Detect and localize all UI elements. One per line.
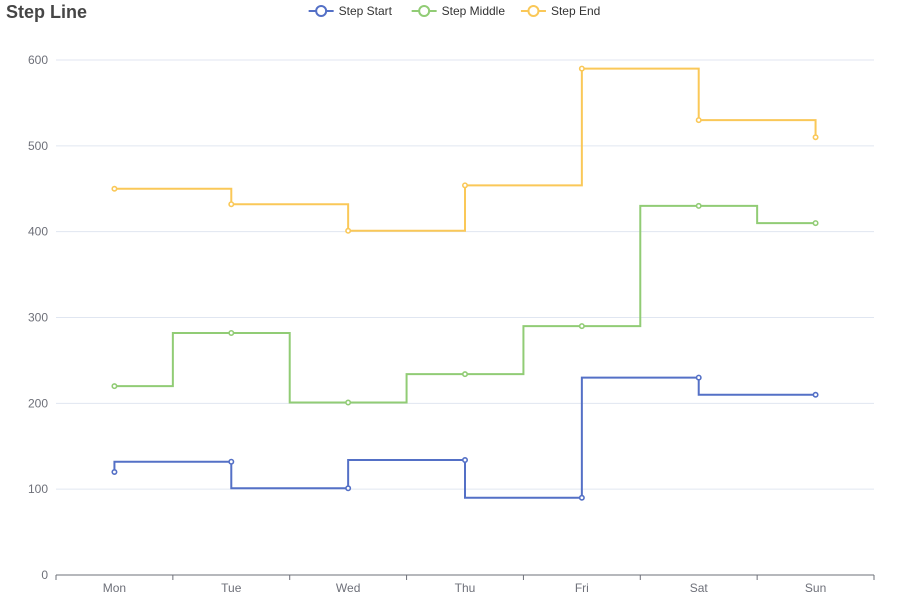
- legend-circle-icon: [418, 5, 431, 17]
- data-point-step-start-sun[interactable]: [812, 391, 819, 398]
- grid-layer: [56, 59, 874, 490]
- y-tick-label: 300: [28, 311, 48, 325]
- legend-item-step-end[interactable]: Step End: [520, 4, 600, 18]
- data-point-step-end-sun[interactable]: [812, 134, 819, 141]
- x-tick-label-sat: Sat: [690, 581, 709, 595]
- x-tick-label-thu: Thu: [455, 581, 476, 595]
- legend-circle-icon: [527, 5, 540, 17]
- data-point-step-start-fri[interactable]: [578, 494, 585, 501]
- data-point-step-end-sat[interactable]: [695, 117, 702, 124]
- data-point-step-start-wed[interactable]: [345, 485, 352, 492]
- legend-label: Step Start: [339, 4, 393, 18]
- y-tick-label: 0: [41, 568, 48, 582]
- y-tick-label: 400: [28, 225, 48, 239]
- series-line-step-start: [113, 376, 816, 499]
- legend[interactable]: Step Start Step Middle Step End: [308, 4, 601, 18]
- series-step-start: [111, 374, 819, 501]
- series-layer: [111, 65, 819, 501]
- data-point-step-start-thu[interactable]: [461, 456, 468, 463]
- x-tick-label-sun: Sun: [805, 581, 826, 595]
- data-point-step-end-tue[interactable]: [228, 201, 235, 208]
- data-point-step-middle-sat[interactable]: [695, 202, 702, 209]
- series-step-end: [111, 65, 819, 234]
- axis-layer: 0 100 200 300 400 500 600 Mon Tue Wed Thu Fri Sat Sun: [28, 53, 875, 595]
- legend-item-step-start[interactable]: Step Start: [308, 4, 393, 18]
- data-point-step-middle-mon[interactable]: [111, 383, 118, 390]
- legend-circle-icon: [315, 5, 328, 17]
- chart-title: Step Line: [6, 2, 88, 22]
- data-point-step-start-tue[interactable]: [228, 458, 235, 465]
- x-tick-label-fri: Fri: [575, 581, 589, 595]
- x-tick-label-wed: Wed: [336, 581, 360, 595]
- data-point-step-end-thu[interactable]: [461, 182, 468, 189]
- data-point-step-end-wed[interactable]: [345, 227, 352, 234]
- data-point-step-end-mon[interactable]: [111, 185, 118, 192]
- data-point-step-middle-thu[interactable]: [461, 371, 468, 378]
- data-point-step-middle-fri[interactable]: [578, 323, 585, 330]
- data-point-step-middle-sun[interactable]: [812, 220, 819, 227]
- y-tick-label: 200: [28, 396, 48, 410]
- data-point-step-middle-wed[interactable]: [345, 399, 352, 406]
- data-point-step-middle-tue[interactable]: [228, 329, 235, 336]
- data-point-step-start-sat[interactable]: [695, 374, 702, 381]
- legend-label: Step Middle: [442, 4, 506, 18]
- data-point-step-end-fri[interactable]: [578, 65, 585, 72]
- data-point-step-start-mon[interactable]: [111, 468, 118, 475]
- x-tick-label-mon: Mon: [103, 581, 126, 595]
- legend-item-step-middle[interactable]: Step Middle: [411, 4, 506, 18]
- legend-label: Step End: [551, 4, 600, 18]
- series-step-middle: [111, 202, 819, 406]
- y-tick-label: 600: [28, 53, 48, 67]
- y-tick-label: 500: [28, 139, 48, 153]
- x-tick-label-tue: Tue: [221, 581, 242, 595]
- y-tick-label: 100: [28, 482, 48, 496]
